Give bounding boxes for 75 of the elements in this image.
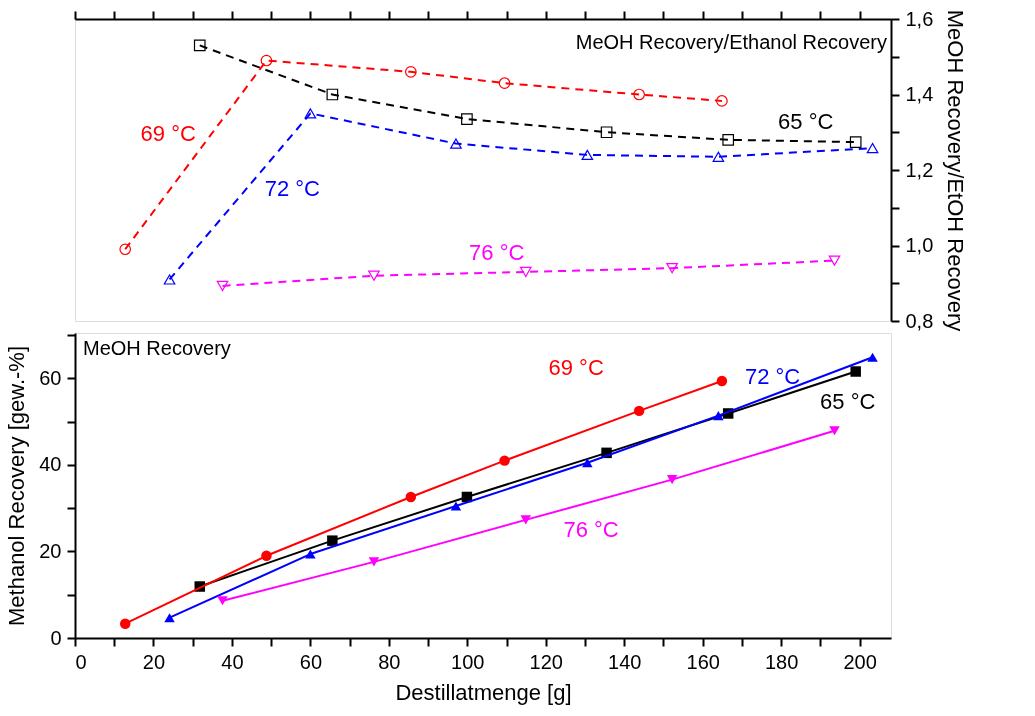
annotation: MeOH Recovery [83, 337, 231, 359]
point [461, 113, 473, 125]
point [716, 375, 728, 387]
point [666, 475, 678, 485]
point [713, 411, 724, 421]
point [216, 280, 229, 292]
point [450, 138, 462, 149]
point [712, 151, 725, 162]
point [164, 613, 175, 623]
y-tick-label: 0,8 [905, 309, 934, 332]
x-tick-label: 200 [843, 650, 877, 673]
x-tick-label: 40 [221, 650, 244, 673]
x-axis-title: Destillatmenge [g] [395, 679, 572, 705]
point [716, 95, 728, 107]
point [368, 270, 380, 281]
series-label: 76 °C [563, 516, 619, 542]
point [828, 255, 841, 266]
point [217, 596, 228, 606]
point [722, 133, 735, 146]
point [633, 88, 645, 101]
x-tick-label: 100 [451, 650, 485, 673]
point [633, 405, 645, 417]
series-label: 72 °C [744, 364, 801, 390]
x-tick-label: 20 [142, 650, 166, 673]
point [163, 274, 176, 285]
series-label: 65 °C [820, 388, 876, 414]
y-axis-title: MeOH Recovery/EtOH Recovery [943, 9, 969, 332]
y-tick-label: 60 [39, 366, 62, 389]
point [450, 501, 462, 511]
x-tick-label: 60 [299, 650, 323, 673]
point [581, 149, 594, 161]
point [260, 54, 273, 67]
point [829, 426, 840, 436]
point [404, 66, 417, 78]
point [582, 458, 593, 468]
point [193, 39, 206, 52]
x-tick-label: 140 [608, 650, 642, 673]
y-tick-label: 1,4 [905, 83, 934, 105]
point [866, 142, 879, 154]
point [849, 136, 862, 148]
point [119, 243, 132, 256]
y-tick-label: 20 [39, 539, 62, 562]
point [498, 77, 511, 90]
series-label: 69 °C [548, 354, 604, 380]
annotation: MeOH Recovery/Ethanol Recovery [575, 31, 887, 53]
point [304, 108, 317, 119]
y-tick-label: 1,6 [905, 7, 934, 30]
point [261, 550, 272, 562]
series-label: 72 °C [264, 176, 321, 202]
point [850, 366, 861, 377]
x-tick-label: 160 [686, 650, 720, 673]
point [519, 266, 532, 278]
x-tick-label: 80 [378, 650, 401, 673]
y-tick-label: 0 [50, 626, 62, 649]
series-label: 69 °C [140, 121, 196, 147]
point [405, 491, 417, 503]
y-axis-title: Methanol Recovery [gew.-%] [4, 345, 30, 627]
point [600, 126, 613, 139]
y-tick-label: 40 [39, 453, 62, 476]
point [499, 455, 510, 466]
point [368, 557, 380, 567]
point [327, 535, 338, 546]
series-label: 65 °C [778, 109, 834, 135]
x-tick-label: 180 [764, 650, 799, 673]
series-label: 76 °C [469, 239, 525, 265]
x-tick-label: 120 [529, 650, 563, 673]
x-tick-label: 0 [75, 650, 87, 673]
y-tick-label: 1,0 [905, 234, 934, 256]
point [119, 618, 131, 629]
point [867, 352, 878, 362]
y-tick-label: 1,2 [905, 158, 934, 181]
point [520, 515, 532, 525]
point [305, 549, 316, 559]
point [326, 88, 339, 101]
point [666, 263, 678, 274]
